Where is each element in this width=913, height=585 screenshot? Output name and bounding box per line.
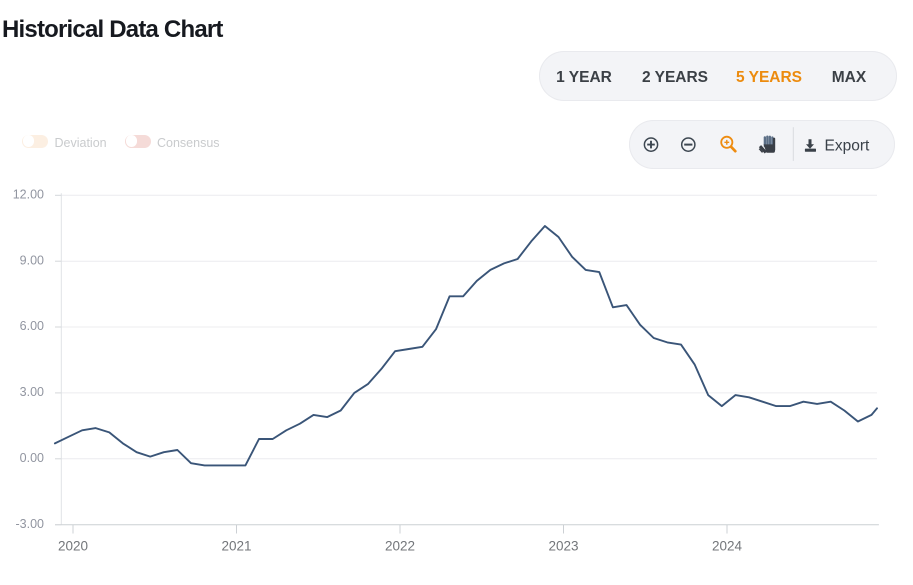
svg-text:3.00: 3.00 — [20, 385, 44, 399]
svg-text:2023: 2023 — [548, 539, 578, 554]
svg-text:9.00: 9.00 — [20, 253, 44, 267]
svg-text:12.00: 12.00 — [13, 188, 44, 202]
svg-text:2024: 2024 — [712, 539, 743, 554]
svg-text:0.00: 0.00 — [20, 451, 44, 465]
svg-text:6.00: 6.00 — [20, 319, 44, 333]
svg-text:2020: 2020 — [58, 539, 88, 554]
svg-text:2021: 2021 — [221, 539, 251, 554]
svg-text:-3.00: -3.00 — [16, 517, 45, 531]
svg-text:Export: Export — [825, 138, 870, 155]
svg-text:2022: 2022 — [385, 539, 415, 554]
